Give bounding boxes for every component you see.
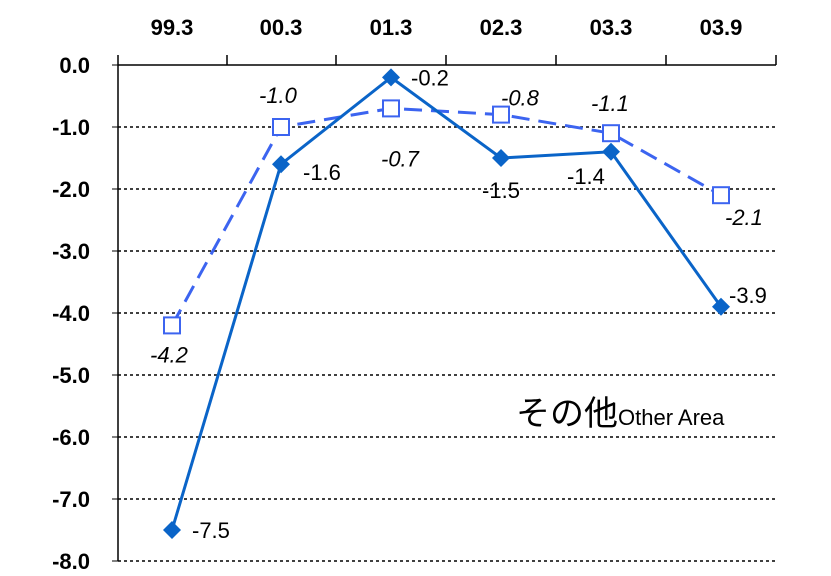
- x-tick-label: 01.3: [370, 15, 413, 40]
- data-label-solid: -1.4: [567, 164, 605, 189]
- chart-subtitle: Other Area: [618, 405, 725, 430]
- x-tick-label: 99.3: [151, 15, 194, 40]
- y-tick-label: -7.0: [52, 487, 90, 512]
- chart-title-main: その他: [516, 394, 618, 434]
- diamond-marker: [382, 68, 400, 87]
- data-label-solid: -1.5: [482, 178, 520, 203]
- y-tick-label: -5.0: [52, 363, 90, 388]
- data-label-solid: -0.2: [411, 65, 449, 90]
- square-marker: [492, 105, 510, 124]
- y-tick-label: -8.0: [52, 549, 90, 574]
- data-label-dashed: -0.8: [501, 86, 540, 111]
- diamond-marker: [602, 142, 620, 161]
- square-marker: [382, 99, 400, 118]
- diamond-marker: [712, 297, 730, 316]
- series-line-dashed: [170, 106, 722, 327]
- data-label-dashed: -0.7: [381, 146, 420, 171]
- x-tick-label: 00.3: [260, 15, 303, 40]
- series-line-solid: [170, 75, 723, 531]
- series-group: [163, 68, 730, 539]
- x-tick-label: 03.9: [700, 15, 743, 40]
- square-marker: [712, 186, 730, 205]
- gridlines: [118, 126, 776, 562]
- data-label-dashed: -1.1: [591, 91, 629, 116]
- y-tick-labels: 0.0 -1.0 -2.0 -3.0 -4.0 -5.0 -6.0 -7.0 -8.0: [52, 53, 90, 574]
- x-tick-label: 03.3: [590, 15, 633, 40]
- y-tick-label: -1.0: [52, 115, 90, 140]
- data-labels: -7.5 -1.6 -0.2 -1.5 -1.4 -3.9 -4.2 -1.0 -0.7 -0.8…: [150, 65, 767, 543]
- data-label-solid: -1.6: [303, 160, 341, 185]
- data-label-solid: -3.9: [729, 283, 767, 308]
- data-label-dashed: -2.1: [725, 205, 763, 230]
- chart-title: その他Other Area: [516, 394, 725, 434]
- data-label-dashed: -1.0: [259, 83, 298, 108]
- x-tick-label: 02.3: [480, 15, 523, 40]
- axes: [112, 55, 777, 562]
- square-marker: [602, 124, 620, 143]
- square-marker: [272, 118, 290, 136]
- data-label-dashed: -4.2: [150, 342, 188, 367]
- y-tick-label: -2.0: [52, 177, 90, 202]
- diamond-marker: [163, 521, 181, 539]
- x-tick-labels: 99.3 00.3 01.3 02.3 03.3 03.9: [151, 15, 743, 40]
- y-tick-label: -6.0: [52, 425, 90, 450]
- y-tick-label: -4.0: [52, 301, 90, 326]
- diamond-marker: [492, 149, 510, 167]
- square-marker: [163, 316, 181, 335]
- y-tick-label: 0.0: [59, 53, 90, 78]
- y-tick-label: -3.0: [52, 239, 90, 264]
- diamond-marker: [272, 155, 290, 174]
- data-label-solid: -7.5: [192, 518, 230, 543]
